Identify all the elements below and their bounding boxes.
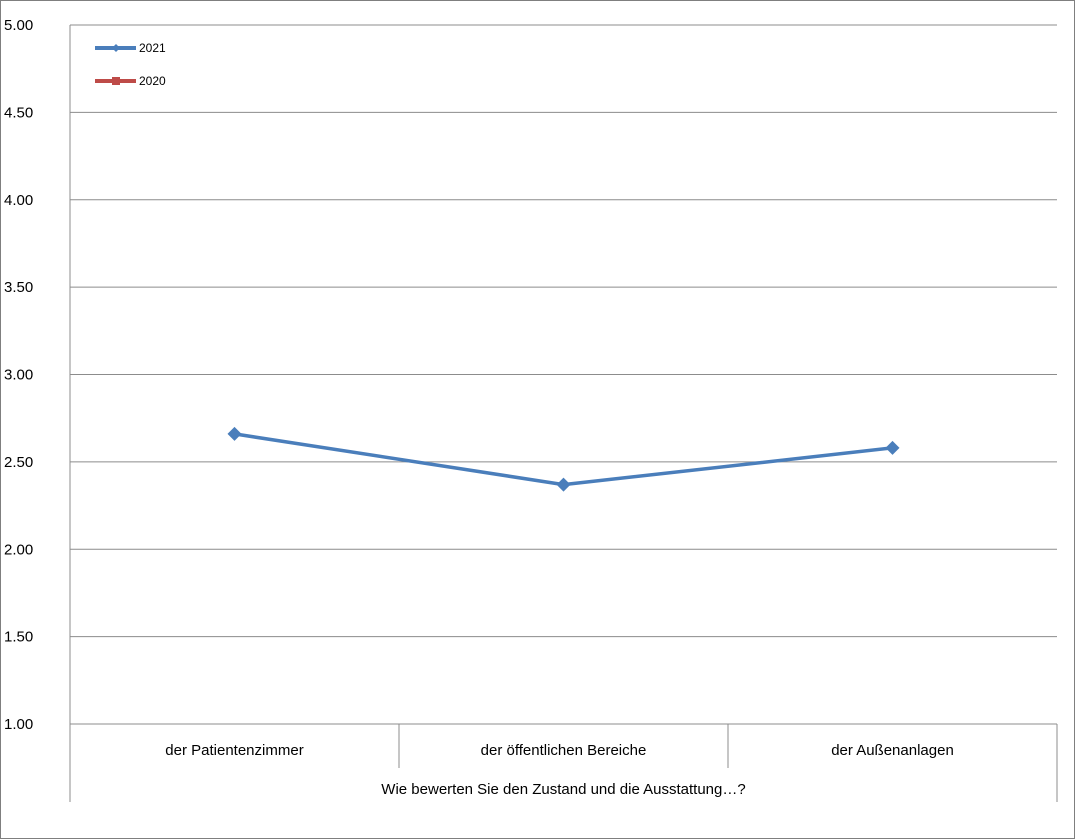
gridlines bbox=[70, 24, 1057, 638]
legend: 2021 2020 bbox=[95, 41, 166, 88]
x-category-label: der öffentlichen Bereiche bbox=[481, 742, 647, 759]
y-tick-label: 2.50 bbox=[4, 454, 33, 471]
y-tick-label: 4.50 bbox=[4, 104, 33, 121]
y-tick-label: 3.50 bbox=[4, 279, 33, 296]
legend-marker-2021 bbox=[112, 44, 120, 52]
y-axis-tick-labels: 1.00 1.50 2.00 2.50 3.00 3.50 4.00 4.50 5.00 bbox=[4, 17, 33, 733]
x-category-label: der Außenanlagen bbox=[831, 742, 954, 759]
legend-label-2021: 2021 bbox=[139, 41, 166, 55]
axes bbox=[69, 25, 1058, 802]
x-axis-title: Wie bewerten Sie den Zustand und die Aus… bbox=[381, 781, 745, 798]
y-tick-label: 3.00 bbox=[4, 367, 33, 384]
data-point-2021 bbox=[556, 477, 571, 492]
y-tick-label: 1.00 bbox=[4, 716, 33, 733]
y-tick-label: 4.00 bbox=[4, 192, 33, 209]
data-point-2021 bbox=[885, 440, 900, 455]
x-category-label: der Patientenzimmer bbox=[165, 742, 303, 759]
data-point-2021 bbox=[227, 426, 242, 441]
legend-label-2020: 2020 bbox=[139, 74, 166, 88]
legend-marker-2020 bbox=[112, 77, 120, 85]
series-layer bbox=[227, 426, 900, 492]
y-tick-label: 2.00 bbox=[4, 541, 33, 558]
x-axis-category-labels: der Patientenzimmer der öffentlichen Bere… bbox=[165, 742, 954, 759]
y-tick-label: 1.50 bbox=[4, 629, 33, 646]
y-tick-label: 5.00 bbox=[4, 17, 33, 34]
